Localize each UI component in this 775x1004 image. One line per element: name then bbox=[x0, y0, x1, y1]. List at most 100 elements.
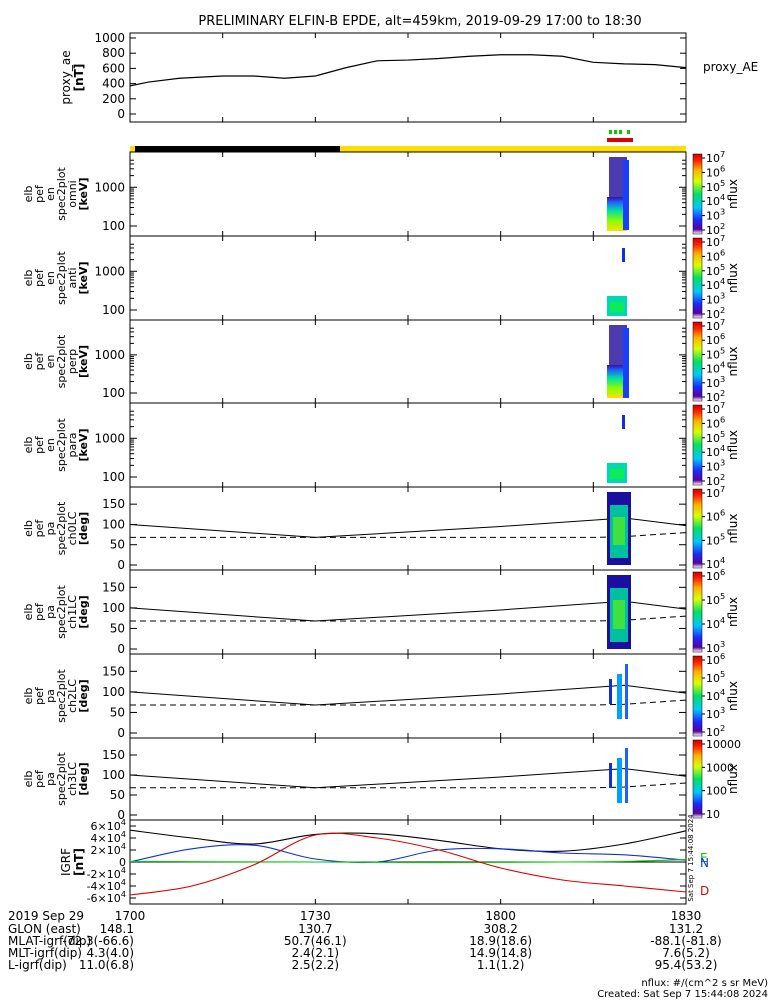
colorbar-tick-label: 106 bbox=[706, 247, 725, 263]
flux-block bbox=[610, 302, 624, 312]
y-tick-label: 6×104 bbox=[91, 817, 126, 833]
y-axis-label: pa bbox=[44, 522, 57, 536]
units-note: nflux: #/(cm^2 s sr MeV) bbox=[641, 978, 768, 989]
colorbar-label: nflux bbox=[726, 764, 740, 794]
y-tick-label: 100 bbox=[102, 768, 125, 782]
colorbar-tick-label: 102 bbox=[706, 472, 725, 488]
colorbar-tick-label: 102 bbox=[706, 723, 725, 739]
footer-row-value: -88.1(-81.8) bbox=[650, 934, 721, 948]
y-tick-label: 4×104 bbox=[91, 829, 126, 845]
y-axis-label: anti bbox=[66, 267, 79, 288]
y-tick-label: 50 bbox=[110, 538, 125, 552]
y-tick-label: 150 bbox=[102, 580, 125, 594]
colorbar-tick-label: 105 bbox=[706, 669, 725, 685]
y-tick-label: 1000 bbox=[94, 180, 125, 194]
science-zone-spectra bbox=[607, 492, 631, 565]
panel-frame bbox=[129, 653, 687, 739]
footer-row-value: 14.9(14.8) bbox=[469, 946, 532, 960]
panel-frame bbox=[129, 235, 687, 321]
y-axis-label: en bbox=[44, 438, 57, 452]
science-zone-spectra bbox=[607, 415, 627, 483]
colorbar-tick-label: 104 bbox=[706, 555, 725, 571]
y-tick-label: 50 bbox=[110, 621, 125, 635]
colorbar-tick-label: 106 bbox=[706, 414, 725, 430]
y-axis-label: elb bbox=[22, 688, 35, 705]
created-stamp: Created: Sat Sep 7 15:44:08 2024 bbox=[597, 989, 768, 1000]
flux-block bbox=[625, 664, 628, 719]
y-axis-label: [keV] bbox=[77, 261, 90, 294]
y-tick-label: 1000 bbox=[94, 431, 125, 445]
y-axis-label: elb bbox=[22, 270, 35, 287]
colorbar bbox=[692, 739, 703, 819]
y-axis-label: en bbox=[44, 271, 57, 285]
colorbar-label: nflux bbox=[726, 681, 740, 711]
colorbar bbox=[692, 404, 703, 486]
colorbar-tick-label: 106 bbox=[706, 651, 725, 667]
colorbar-tick-label: 105 bbox=[706, 178, 725, 194]
y-tick-label: 0 bbox=[117, 642, 125, 656]
colorbar-tick-label: 102 bbox=[706, 305, 725, 321]
status-bar-yellow bbox=[130, 146, 686, 152]
footer-row-value: 7.6(5.2) bbox=[662, 946, 710, 960]
flux-block bbox=[613, 517, 625, 545]
footer-row-label: L-igrf(dip) bbox=[8, 958, 67, 972]
colorbar-tick-label: 105 bbox=[706, 345, 725, 361]
y-axis-label: [keV] bbox=[77, 177, 90, 210]
y-axis-label: [deg] bbox=[77, 595, 90, 628]
colorbar-tick-label: 10000 bbox=[706, 738, 741, 751]
footer-row-value: 308.2 bbox=[483, 922, 517, 936]
y-axis-label: spec2plot bbox=[55, 334, 68, 388]
colorbar-tick-label: 103 bbox=[706, 291, 725, 307]
flux-block bbox=[607, 365, 627, 398]
colorbar bbox=[692, 488, 703, 569]
y-axis-label: pef bbox=[33, 686, 46, 705]
y-tick-label: 50 bbox=[110, 705, 125, 719]
y-axis-label: elb bbox=[22, 353, 35, 370]
panel-frame bbox=[129, 486, 687, 571]
y-axis-label: [keV] bbox=[77, 428, 90, 461]
y-axis-label: pa bbox=[44, 772, 57, 786]
y-axis-label: IGRF bbox=[59, 848, 73, 876]
flux-block bbox=[622, 415, 625, 429]
legend-proxy-ae: proxy_AE bbox=[703, 60, 758, 74]
igrf-d-line bbox=[129, 832, 687, 896]
colorbar-tick-label: 106 bbox=[706, 508, 725, 524]
colorbar-tick-label: 104 bbox=[706, 276, 725, 292]
loss-cone-dashed-line bbox=[130, 782, 687, 789]
y-axis-label: spec2plot bbox=[55, 669, 68, 723]
proxy-ae-line bbox=[129, 54, 687, 87]
y-axis-label: pef bbox=[33, 519, 46, 538]
y-axis-label: en bbox=[44, 187, 57, 201]
colorbar-tick-label: 105 bbox=[706, 531, 725, 547]
x-tick-label: 1800 bbox=[485, 909, 516, 923]
footer-row-value: 130.7 bbox=[298, 922, 332, 936]
igrf-e-line bbox=[129, 859, 687, 864]
plot-title: PRELIMINARY ELFIN-B EPDE, alt=459km, 201… bbox=[198, 14, 641, 29]
y-tick-label: 0 bbox=[117, 107, 125, 121]
y-tick-label: 600 bbox=[102, 61, 125, 75]
flux-block bbox=[623, 328, 629, 398]
footer-row-value: 2.4(2.1) bbox=[292, 946, 340, 960]
footer-row-value: 50.7(46.1) bbox=[284, 934, 347, 948]
y-axis-label: spec2plot bbox=[55, 167, 68, 221]
colorbar-tick-label: 103 bbox=[706, 207, 725, 223]
science-zone-spectra bbox=[607, 248, 627, 316]
loss-cone-solid-line bbox=[129, 684, 687, 706]
footer-row-value: -72.3(-66.6) bbox=[63, 934, 134, 948]
y-axis-label: perp bbox=[66, 349, 79, 374]
y-tick-label: 100 bbox=[102, 470, 125, 484]
footer-row-value: 95.4(53.2) bbox=[655, 958, 718, 972]
science-zone-spectra bbox=[609, 748, 628, 803]
colorbar bbox=[692, 655, 703, 737]
colorbar-label: nflux bbox=[726, 263, 740, 293]
colorbar bbox=[692, 571, 703, 653]
y-tick-label: 50 bbox=[110, 788, 125, 802]
y-axis-unit: [nT] bbox=[72, 848, 86, 876]
footer-row-label: GLON (east) bbox=[8, 922, 81, 936]
